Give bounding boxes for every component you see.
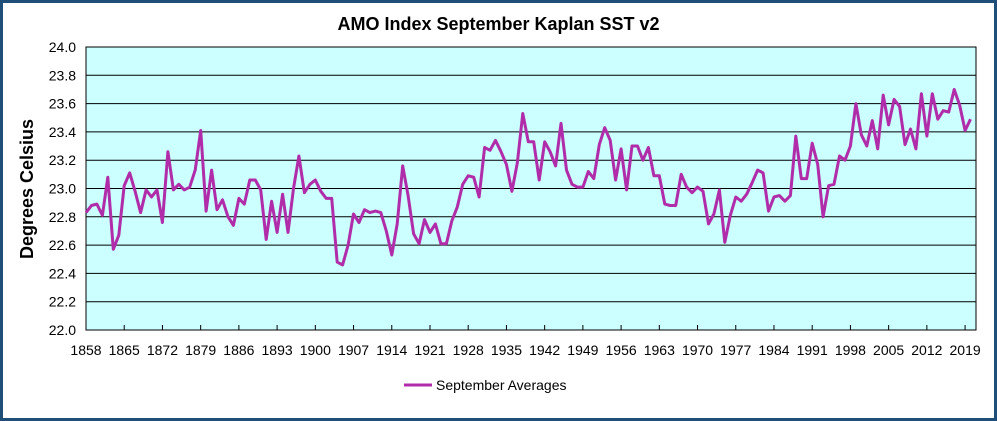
y-tick-label: 23.2 (49, 152, 76, 168)
y-tick-label: 22.8 (49, 209, 76, 225)
x-tick-label: 1886 (223, 342, 254, 358)
x-tick-label: 1970 (682, 342, 713, 358)
x-tick-label: 1858 (70, 342, 101, 358)
y-axis-label: Degrees Celsius (17, 119, 37, 259)
x-axis-ticks: 1858 1865 1872 1879 1886 1893 1900 1907 1914 1921… (70, 325, 981, 358)
x-tick-label: 1900 (300, 342, 331, 358)
x-tick-label: 1956 (606, 342, 637, 358)
x-tick-label: 1998 (835, 342, 866, 358)
x-tick-label: 1865 (109, 342, 140, 358)
y-tick-label: 23.8 (49, 67, 76, 83)
x-tick-label: 1949 (567, 342, 598, 358)
legend-label: September Averages (436, 377, 567, 393)
y-tick-label: 24.0 (49, 39, 76, 55)
y-tick-label: 22.4 (49, 265, 76, 281)
x-tick-label: 1942 (529, 342, 560, 358)
x-tick-label: 1984 (758, 342, 789, 358)
x-tick-label: 2019 (950, 342, 981, 358)
x-tick-label: 1872 (147, 342, 178, 358)
x-tick-label: 1928 (453, 342, 484, 358)
y-tick-label: 22.6 (49, 237, 76, 253)
x-tick-label: 1893 (262, 342, 293, 358)
y-tick-label: 23.0 (49, 181, 76, 197)
x-tick-label: 1907 (338, 342, 369, 358)
x-tick-label: 2012 (911, 342, 942, 358)
series-group (84, 88, 972, 267)
y-tick-label: 23.6 (49, 96, 76, 112)
x-tick-label: 1977 (720, 342, 751, 358)
x-tick-label: 1914 (376, 342, 407, 358)
chart-title: AMO Index September Kaplan SST v2 (337, 14, 660, 34)
x-tick-label: 2005 (873, 342, 904, 358)
x-tick-label: 1963 (644, 342, 675, 358)
x-tick-label: 1991 (797, 342, 828, 358)
y-tick-label: 22.0 (49, 322, 76, 338)
y-axis-ticks: 22.0 22.2 22.4 22.6 22.8 23.0 23.2 23.4 23.6 23.8… (49, 39, 76, 338)
y-tick-label: 23.4 (49, 124, 76, 140)
x-tick-label: 1879 (185, 342, 216, 358)
legend[interactable]: September Averages (404, 377, 567, 393)
x-tick-label: 1935 (491, 342, 522, 358)
y-tick-label: 22.2 (49, 294, 76, 310)
x-tick-label: 1921 (414, 342, 445, 358)
